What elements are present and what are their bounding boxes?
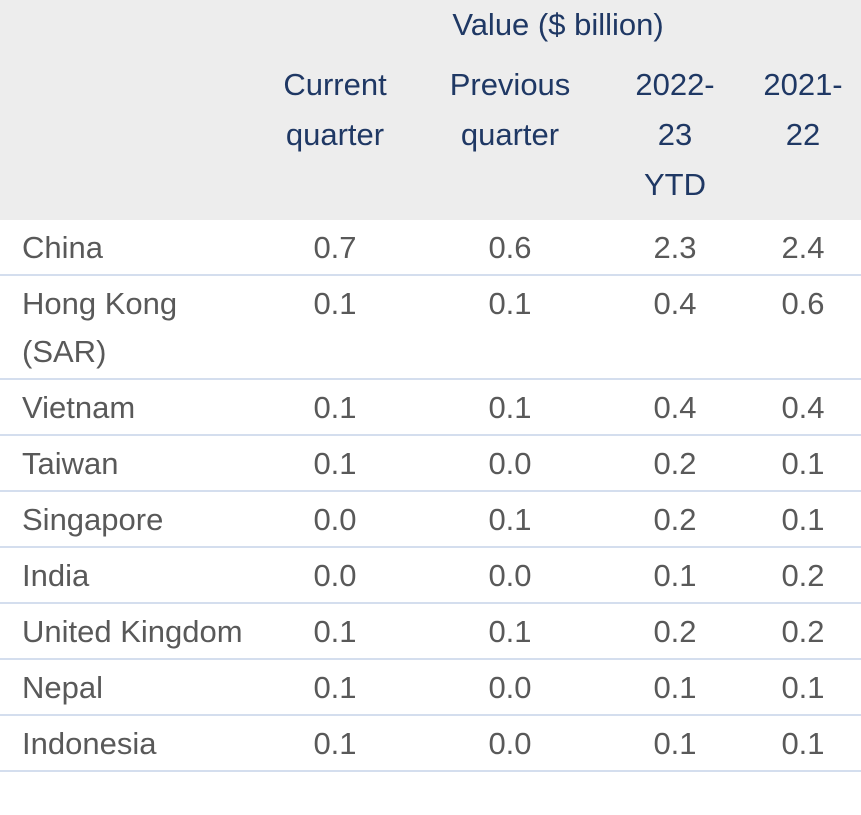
data-table: Value ($ billion) Current quarter Previou… [0,0,861,772]
column-header: 2022-23 YTD [605,52,745,220]
value-cell: 0.1 [745,659,861,716]
value-cell: 0.0 [255,547,415,604]
column-header-text: Current quarter [283,67,387,152]
column-header: 2021-22 [745,52,861,220]
group-header: Value ($ billion) [255,0,861,52]
table-body: China 0.7 0.6 2.3 2.4 Hong Kong (SAR) 0.1 0.1 0.… [0,220,861,772]
corner-cell [0,0,255,52]
value-cell: 0.0 [415,715,605,772]
value-cell: 0.4 [745,379,861,436]
value-cell: 0.1 [745,491,861,548]
table-row: Indonesia 0.1 0.0 0.1 0.1 [0,715,861,772]
value-cell: 0.1 [415,491,605,548]
value-cell: 0.1 [255,435,415,492]
value-cell: 0.2 [605,603,745,660]
row-label: Vietnam [0,379,255,436]
table-row: Nepal 0.1 0.0 0.1 0.1 [0,659,861,716]
value-cell: 0.1 [255,603,415,660]
value-cell: 0.4 [605,379,745,436]
value-cell: 0.1 [415,275,605,380]
table-row: China 0.7 0.6 2.3 2.4 [0,220,861,276]
value-cell: 0.1 [605,659,745,716]
value-cell: 0.0 [415,659,605,716]
table-row: Taiwan 0.1 0.0 0.2 0.1 [0,435,861,492]
row-label: Hong Kong (SAR) [0,275,255,380]
table-row: India 0.0 0.0 0.1 0.2 [0,547,861,604]
row-label: Taiwan [0,435,255,492]
value-cell: 0.2 [745,547,861,604]
row-label: United Kingdom [0,603,255,660]
value-cell: 0.1 [415,603,605,660]
row-label: Indonesia [0,715,255,772]
value-cell: 0.4 [605,275,745,380]
column-header: Current quarter [255,52,415,220]
value-cell: 2.3 [605,220,745,276]
row-label: India [0,547,255,604]
row-label: China [0,220,255,276]
value-cell: 0.1 [255,275,415,380]
value-cell: 0.2 [605,435,745,492]
row-label: Singapore [0,491,255,548]
column-header-text: Previous quarter [449,67,571,152]
value-cell: 0.1 [415,379,605,436]
value-cell: 0.6 [415,220,605,276]
value-cell: 0.2 [605,491,745,548]
value-cell: 0.1 [255,659,415,716]
table-row: Hong Kong (SAR) 0.1 0.1 0.4 0.6 [0,275,861,380]
value-cell: 0.0 [415,547,605,604]
value-cell: 0.2 [745,603,861,660]
value-cell: 0.1 [745,715,861,772]
value-cell: 0.0 [255,491,415,548]
table-row: Singapore 0.0 0.1 0.2 0.1 [0,491,861,548]
column-header-text: 2022-23 YTD [635,67,715,202]
value-cell: 0.1 [255,379,415,436]
value-cell: 2.4 [745,220,861,276]
value-cell: 0.1 [745,435,861,492]
table-row: United Kingdom 0.1 0.1 0.2 0.2 [0,603,861,660]
corner-cell [0,52,255,220]
table-header: Value ($ billion) Current quarter Previou… [0,0,861,220]
column-header-text: 2021-22 [763,67,843,152]
value-cell: 0.0 [415,435,605,492]
value-cell: 0.1 [255,715,415,772]
value-cell: 0.1 [605,715,745,772]
value-cell: 0.7 [255,220,415,276]
row-label: Nepal [0,659,255,716]
value-cell: 0.6 [745,275,861,380]
table-row: Vietnam 0.1 0.1 0.4 0.4 [0,379,861,436]
value-cell: 0.1 [605,547,745,604]
column-header: Previous quarter [415,52,605,220]
